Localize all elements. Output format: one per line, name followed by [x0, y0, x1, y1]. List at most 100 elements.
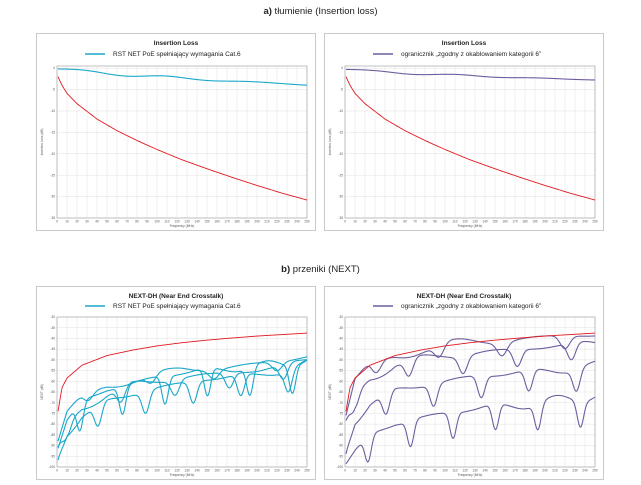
plot-area: [56, 65, 308, 219]
y-tick-label: -45: [338, 347, 343, 351]
limit-line: [345, 332, 596, 412]
x-tick-label: 110: [452, 469, 457, 473]
x-axis-label: Frequency (MHz): [170, 224, 195, 228]
x-tick-label: 40: [95, 220, 99, 224]
plot-area: [344, 65, 596, 219]
y-tick-label: -25: [338, 173, 343, 177]
chart-title: NEXT-DH (Near End Crosstalk): [417, 293, 512, 300]
chart-panel-insertion-loss-limiter: Insertion Loss ogranicznik „zgodny z okab…: [324, 33, 604, 231]
y-tick-label: -40: [338, 337, 343, 341]
series-line: [345, 340, 596, 421]
y-tick-label: -30: [338, 315, 343, 319]
x-tick-label: 110: [164, 220, 169, 224]
limit-line: [345, 76, 596, 201]
x-tick-label: 30: [373, 469, 377, 473]
x-tick-label: 80: [423, 469, 427, 473]
x-tick-label: 70: [125, 469, 129, 473]
x-tick-label: 10: [353, 220, 357, 224]
series-line: [57, 359, 308, 449]
legend-label: RST NET PoE spełniający wymagania Cat.6: [113, 303, 241, 310]
x-tick-label: 250: [304, 469, 310, 473]
legend-label: ogranicznik „zgodny z okablowaniem kateg…: [401, 303, 541, 310]
x-tick-label: 30: [373, 220, 377, 224]
x-tick-label: 140: [194, 220, 200, 224]
y-axis-label: Insertion Loss (dB): [328, 129, 332, 156]
x-tick-label: 230: [284, 220, 290, 224]
x-tick-label: 70: [413, 220, 417, 224]
x-tick-label: 90: [145, 220, 149, 224]
plot-area: [344, 316, 596, 468]
y-tick-label: -30: [338, 195, 343, 199]
series-line: [57, 356, 308, 442]
section-a-text: tłumienie (Insertion loss): [271, 6, 378, 17]
y-tick-label: -65: [338, 390, 343, 394]
x-tick-label: 110: [452, 220, 457, 224]
x-tick-label: 210: [552, 469, 558, 473]
y-tick-label: -20: [338, 152, 343, 156]
x-tick-label: 80: [135, 220, 139, 224]
x-tick-label: 240: [582, 220, 588, 224]
y-tick-label: -25: [50, 173, 55, 177]
x-tick-label: 190: [532, 469, 538, 473]
x-tick-label: 220: [562, 469, 568, 473]
x-tick-label: 220: [274, 469, 280, 473]
y-tick-label: -65: [50, 390, 55, 394]
chart-insertion-loss-rstnet: Insertion Loss RST NET PoE spełniający wy…: [40, 40, 310, 228]
x-tick-label: 0: [344, 469, 346, 473]
x-tick-label: 60: [403, 469, 407, 473]
y-tick-label: -35: [338, 326, 343, 330]
limit-line: [57, 332, 308, 412]
x-tick-label: 0: [56, 469, 58, 473]
x-tick-label: 200: [254, 469, 260, 473]
x-tick-label: 150: [492, 469, 498, 473]
x-tick-label: 90: [433, 220, 437, 224]
x-axis-label: Frequency (MHz): [170, 473, 195, 477]
x-tick-label: 140: [482, 469, 488, 473]
y-tick-label: -10: [338, 109, 343, 113]
x-axis-label: Frequency (MHz): [458, 224, 483, 228]
x-tick-label: 230: [572, 469, 578, 473]
x-tick-label: 20: [75, 220, 79, 224]
x-tick-label: 90: [145, 469, 149, 473]
x-tick-label: 170: [224, 220, 230, 224]
section-heading-next: b) przeniki (NEXT): [0, 264, 641, 275]
x-tick-label: 140: [194, 469, 200, 473]
x-tick-label: 120: [174, 469, 180, 473]
x-tick-label: 100: [442, 469, 448, 473]
x-tick-label: 0: [344, 220, 346, 224]
y-tick-label: -35: [338, 216, 343, 220]
y-tick-label: -35: [50, 216, 55, 220]
x-tick-label: 230: [284, 469, 290, 473]
x-tick-label: 230: [572, 220, 578, 224]
y-tick-label: -80: [338, 422, 343, 426]
x-tick-label: 100: [154, 220, 160, 224]
chart-title: Insertion Loss: [154, 40, 199, 47]
x-tick-label: 210: [264, 469, 270, 473]
y-tick-label: -70: [50, 401, 55, 405]
series-line: [57, 359, 308, 448]
x-tick-label: 40: [95, 469, 99, 473]
x-tick-label: 110: [164, 469, 169, 473]
legend-label: RST NET PoE spełniający wymagania Cat.6: [113, 51, 241, 58]
y-tick-label: -80: [50, 422, 55, 426]
y-tick-label: -75: [338, 412, 343, 416]
x-tick-label: 100: [442, 220, 448, 224]
y-tick-label: -5: [52, 88, 55, 92]
y-tick-label: -85: [338, 433, 343, 437]
chart-insertion-loss-limiter: Insertion Loss ogranicznik „zgodny z okab…: [328, 40, 598, 228]
chart-title: NEXT-DH (Near End Crosstalk): [129, 293, 224, 300]
x-tick-label: 190: [244, 220, 250, 224]
legend-label: ogranicznik „zgodny z okablowaniem kateg…: [401, 51, 541, 58]
x-tick-label: 40: [383, 469, 387, 473]
x-tick-label: 130: [184, 220, 190, 224]
chart-panel-next-rstnet: NEXT-DH (Near End Crosstalk) RST NET PoE …: [36, 286, 316, 480]
y-tick-label: -100: [337, 465, 344, 469]
x-tick-label: 240: [582, 469, 588, 473]
y-tick-label: -15: [50, 130, 55, 134]
section-a-prefix: a): [263, 6, 272, 17]
y-tick-label: 0: [341, 66, 343, 70]
x-tick-label: 140: [482, 220, 488, 224]
series-line: [345, 360, 596, 454]
x-tick-label: 50: [393, 220, 397, 224]
section-b-prefix: b): [281, 264, 291, 275]
